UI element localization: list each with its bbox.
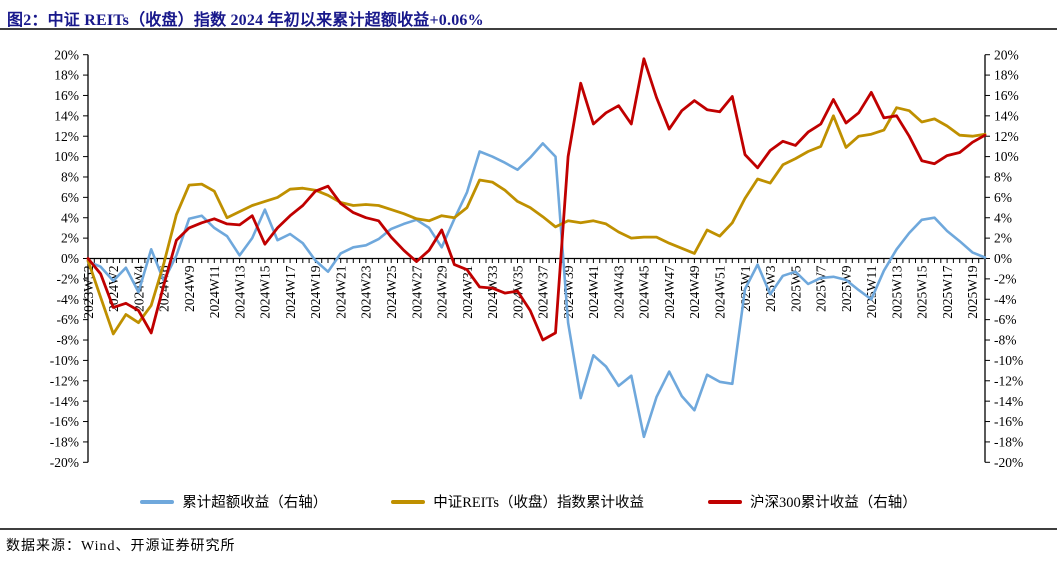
svg-text:-20%: -20%	[50, 455, 79, 470]
svg-text:-14%: -14%	[994, 394, 1023, 409]
svg-text:2024W27: 2024W27	[409, 265, 424, 318]
svg-text:-4%: -4%	[994, 292, 1017, 307]
svg-text:-14%: -14%	[50, 394, 79, 409]
svg-text:-16%: -16%	[50, 414, 79, 429]
svg-text:2025W9: 2025W9	[839, 265, 854, 312]
legend-item-csi300: 沪深300累计收益（右轴）	[708, 491, 917, 512]
svg-text:2024W47: 2024W47	[662, 265, 677, 318]
svg-text:8%: 8%	[61, 170, 79, 185]
svg-text:2024W51: 2024W51	[713, 266, 728, 319]
svg-text:6%: 6%	[61, 190, 79, 205]
svg-text:2024W43: 2024W43	[611, 265, 626, 318]
svg-text:2024W23: 2024W23	[359, 265, 374, 318]
svg-text:16%: 16%	[994, 88, 1019, 103]
svg-text:2%: 2%	[994, 231, 1012, 246]
svg-text:20%: 20%	[994, 47, 1019, 62]
svg-text:14%: 14%	[994, 108, 1019, 123]
svg-text:2024W31: 2024W31	[460, 266, 475, 319]
svg-text:2024W33: 2024W33	[485, 265, 500, 318]
svg-text:-6%: -6%	[994, 312, 1017, 327]
legend-item-reits-index: 中证REITs（收盘）指数累计收益	[391, 491, 644, 512]
svg-text:0%: 0%	[61, 251, 79, 266]
svg-text:-18%: -18%	[994, 435, 1023, 450]
svg-text:2024W49: 2024W49	[687, 265, 702, 318]
svg-text:2024W45: 2024W45	[637, 265, 652, 318]
legend-label: 累计超额收益（右轴）	[182, 495, 328, 511]
svg-text:-18%: -18%	[50, 435, 79, 450]
svg-text:-2%: -2%	[57, 271, 80, 286]
svg-text:2024W11: 2024W11	[207, 266, 222, 319]
svg-text:20%: 20%	[54, 47, 79, 62]
svg-text:-4%: -4%	[57, 292, 80, 307]
svg-text:-6%: -6%	[57, 312, 80, 327]
svg-text:2024W9: 2024W9	[182, 265, 197, 312]
svg-text:-12%: -12%	[994, 373, 1023, 388]
svg-text:0%: 0%	[994, 251, 1012, 266]
svg-text:16%: 16%	[54, 88, 79, 103]
svg-text:-10%: -10%	[50, 353, 79, 368]
svg-text:12%: 12%	[994, 129, 1019, 144]
svg-text:10%: 10%	[54, 149, 79, 164]
source-divider	[0, 528, 1057, 530]
svg-text:-10%: -10%	[994, 353, 1023, 368]
legend-item-excess-return: 累计超额收益（右轴）	[140, 491, 327, 512]
svg-text:10%: 10%	[994, 149, 1019, 164]
svg-text:4%: 4%	[61, 210, 79, 225]
svg-text:2024W25: 2024W25	[384, 265, 399, 318]
svg-text:6%: 6%	[994, 190, 1012, 205]
svg-text:2024W19: 2024W19	[308, 265, 323, 318]
figure-title: 图2：中证 REITs（收盘）指数 2024 年初以来累计超额收益+0.06%	[7, 12, 484, 29]
svg-text:2024W17: 2024W17	[283, 265, 298, 318]
svg-text:2025W11: 2025W11	[864, 266, 879, 319]
legend-swatch-blue	[140, 499, 175, 504]
svg-text:18%: 18%	[994, 68, 1019, 83]
svg-text:2024W15: 2024W15	[258, 265, 273, 318]
svg-text:14%: 14%	[54, 108, 79, 123]
legend-label: 沪深300累计收益（右轴）	[750, 495, 917, 511]
legend-swatch-yellow	[391, 499, 426, 504]
svg-text:2024W41: 2024W41	[586, 266, 601, 319]
svg-text:18%: 18%	[54, 68, 79, 83]
svg-text:8%: 8%	[994, 170, 1012, 185]
svg-text:2024W37: 2024W37	[536, 265, 551, 318]
svg-text:4%: 4%	[994, 210, 1012, 225]
svg-text:-20%: -20%	[994, 455, 1023, 470]
svg-text:2024W13: 2024W13	[232, 265, 247, 318]
data-source: 数据来源：Wind、开源证券研究所	[6, 539, 236, 554]
legend-swatch-red	[708, 499, 743, 504]
svg-text:2025W13: 2025W13	[889, 265, 904, 318]
svg-text:2025W15: 2025W15	[915, 265, 930, 318]
svg-text:2025W19: 2025W19	[965, 265, 980, 318]
svg-text:12%: 12%	[54, 129, 79, 144]
chart-legend: 累计超额收益（右轴） 中证REITs（收盘）指数累计收益 沪深300累计收益（右…	[0, 491, 1057, 512]
svg-text:2024W21: 2024W21	[334, 266, 349, 319]
svg-text:2025W3: 2025W3	[763, 265, 778, 312]
svg-text:2023W52: 2023W52	[81, 266, 96, 319]
svg-text:2024W29: 2024W29	[435, 265, 450, 318]
svg-text:2025W17: 2025W17	[940, 265, 955, 318]
svg-text:-2%: -2%	[994, 271, 1017, 286]
svg-text:-16%: -16%	[994, 414, 1023, 429]
svg-text:2025W7: 2025W7	[814, 265, 829, 312]
svg-text:-12%: -12%	[50, 373, 79, 388]
title-divider	[0, 28, 1057, 30]
legend-label: 中证REITs（收盘）指数累计收益	[433, 495, 645, 511]
svg-text:2%: 2%	[61, 231, 79, 246]
svg-text:-8%: -8%	[57, 333, 80, 348]
svg-text:-8%: -8%	[994, 333, 1017, 348]
